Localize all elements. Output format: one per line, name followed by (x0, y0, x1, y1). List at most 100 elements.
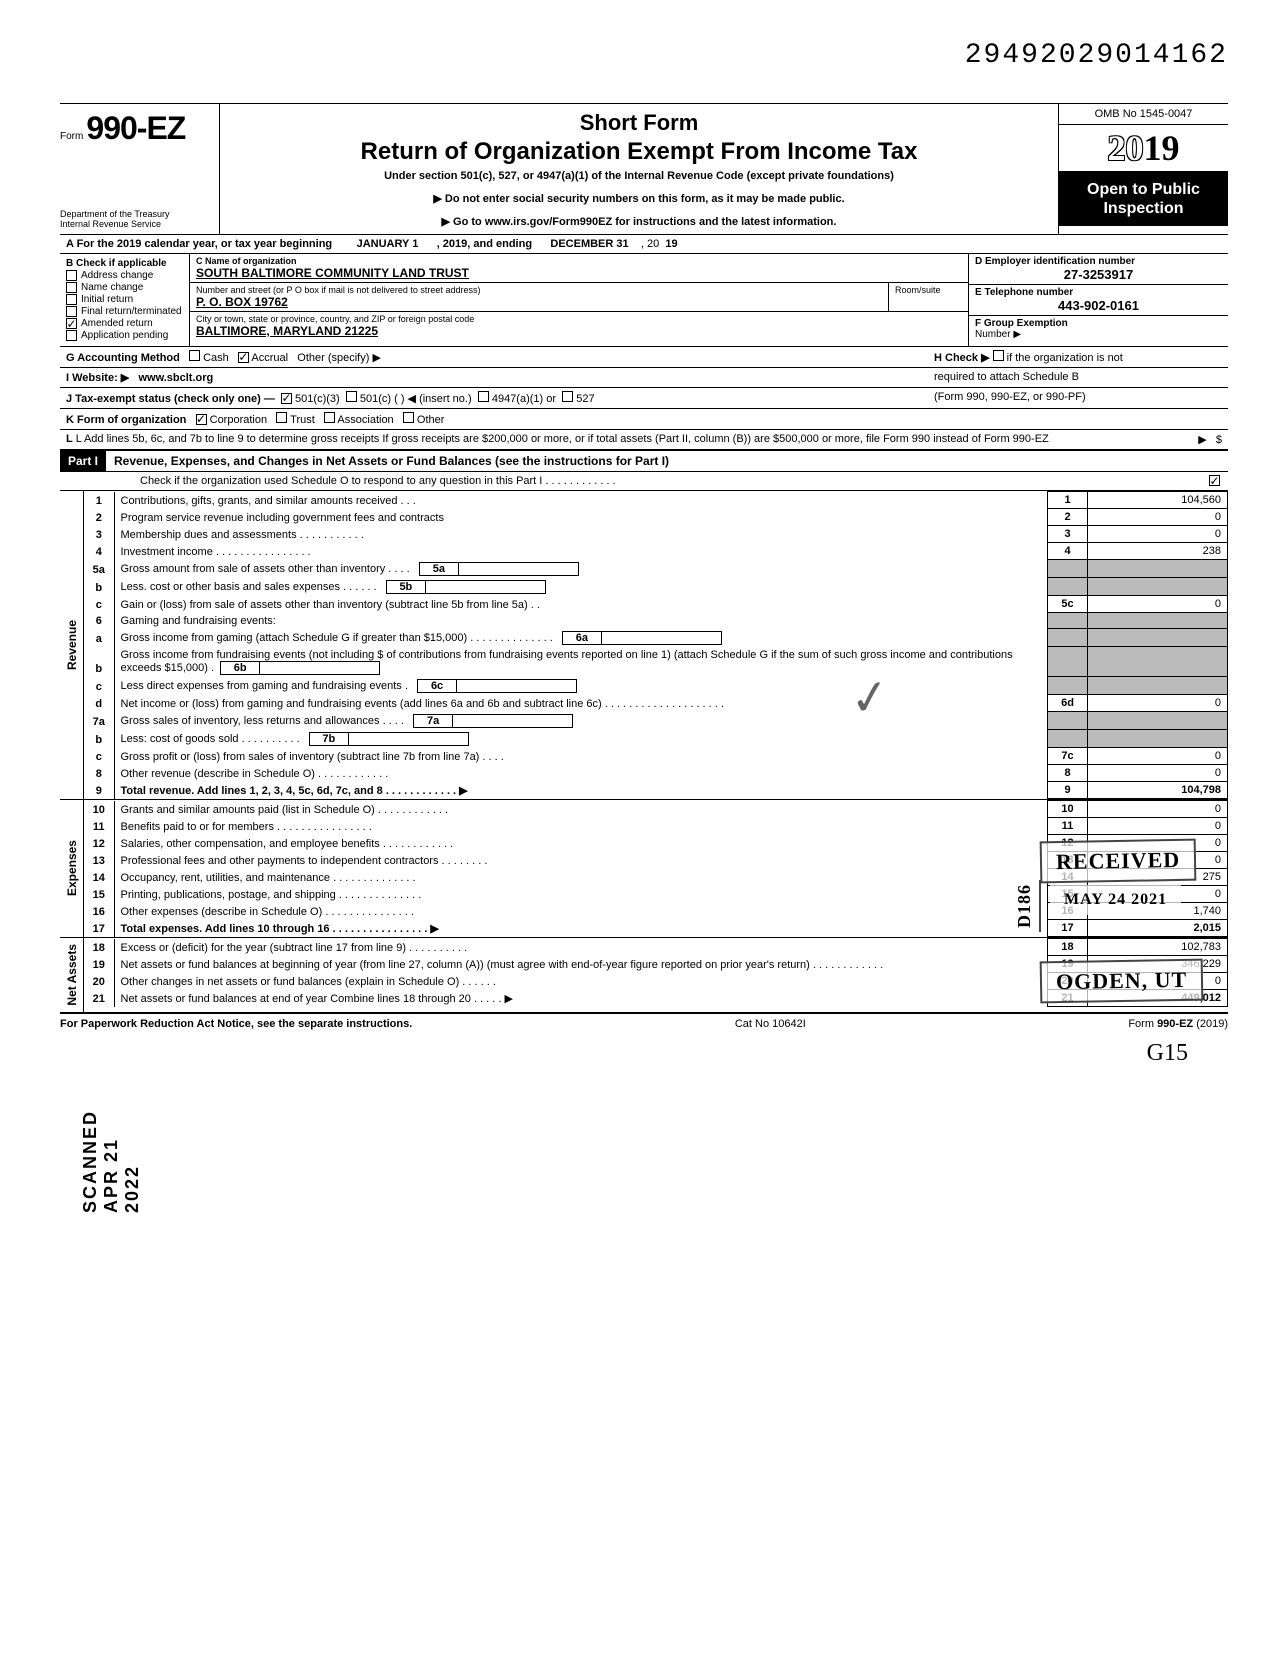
check-name[interactable] (66, 282, 77, 293)
open-to-public: Open to Public Inspection (1059, 172, 1228, 226)
line-gh: G Accounting Method Cash Accrual Other (… (60, 347, 1228, 368)
l6d-rn: 6d (1048, 695, 1088, 712)
l10-rn: 10 (1048, 801, 1088, 818)
check-527[interactable] (562, 391, 573, 402)
tax-year: 2019 (1059, 125, 1228, 172)
f-label2: Number ▶ (975, 329, 1021, 340)
insert-no: ) ◀ (insert no.) (401, 393, 472, 405)
l6-desc: Gaming and fundraising events: (114, 613, 1048, 629)
l10-rv: 0 (1088, 801, 1228, 818)
check-address[interactable] (66, 270, 77, 281)
l1-rv: 104,560 (1088, 492, 1228, 509)
check-cash[interactable] (189, 350, 200, 361)
l6a-mn: 6a (562, 631, 602, 645)
form-header: Form 990-EZ Department of the Treasury I… (60, 103, 1228, 235)
year-suffix: 19 (1144, 128, 1180, 168)
year-prefix: 20 (1108, 128, 1144, 168)
l19-num: 19 (84, 956, 114, 973)
net-assets-label: Net Assets (63, 938, 81, 1012)
l14-desc: Occupancy, rent, utilities, and maintena… (114, 869, 1048, 886)
check-accrual[interactable] (238, 352, 249, 363)
check-4947[interactable] (478, 391, 489, 402)
org-name: SOUTH BALTIMORE COMMUNITY LAND TRUST (196, 266, 962, 280)
omb-number: OMB No 1545-0047 (1059, 104, 1228, 125)
l17-num: 17 (84, 920, 114, 937)
h-check: H Check ▶ (934, 352, 990, 364)
l9-num: 9 (84, 782, 114, 799)
received-stamp: RECEIVED (1040, 839, 1197, 884)
l8-desc: Other revenue (describe in Schedule O) .… (114, 765, 1048, 782)
check-h[interactable] (993, 350, 1004, 361)
l6c-num: c (84, 677, 114, 695)
527-label: 527 (576, 393, 594, 405)
phone: 443-902-0161 (975, 298, 1222, 313)
l2-rn: 2 (1048, 509, 1088, 526)
check-pending[interactable] (66, 330, 77, 341)
footer-mid: Cat No 10642I (735, 1018, 806, 1030)
l-dollar: $ (1216, 434, 1222, 446)
website: www.sbclt.org (138, 372, 213, 384)
line-k: K Form of organization Corporation Trust… (60, 409, 1228, 430)
g-label: G Accounting Method (66, 352, 180, 364)
check-other-k[interactable] (403, 412, 414, 423)
l-text: L Add lines 5b, 6c, and 7b to line 9 to … (76, 433, 1049, 445)
other-k-label: Other (417, 414, 445, 426)
l6c-rv-shade (1088, 677, 1228, 695)
line-a-mid: , 2019, and ending (437, 238, 532, 250)
expenses-label: Expenses (63, 834, 81, 902)
form-prefix: Form (60, 131, 83, 142)
l18-rn: 18 (1048, 939, 1088, 956)
check-amended[interactable] (66, 318, 77, 329)
l3-rv: 0 (1088, 526, 1228, 543)
501c-label: 501(c) ( (360, 393, 398, 405)
check-schedule-o[interactable] (1209, 475, 1220, 486)
l2-num: 2 (84, 509, 114, 526)
check-assoc[interactable] (324, 412, 335, 423)
check-initial[interactable] (66, 294, 77, 305)
check-b-label: B Check if applicable (66, 258, 183, 269)
l14-num: 14 (84, 869, 114, 886)
ogden-stamp: OGDEN, UT (1040, 959, 1204, 1004)
l2-rv: 0 (1088, 509, 1228, 526)
short-form-title: Short Form (230, 110, 1048, 136)
l6b-rn-shade (1048, 647, 1088, 677)
l5b-mn: 5b (386, 580, 426, 594)
part1-label: Part I (60, 451, 106, 471)
c-label: C Name of organization (196, 256, 962, 266)
l6d-rv: 0 (1088, 695, 1228, 712)
l7a-rn-shade (1048, 712, 1088, 730)
l13-num: 13 (84, 852, 114, 869)
check-name-label: Name change (81, 282, 143, 293)
check-501c3[interactable] (281, 393, 292, 404)
line-l: L L Add lines 5b, 6c, and 7b to line 9 t… (60, 430, 1228, 450)
l5c-num: c (84, 596, 114, 613)
check-corp[interactable] (196, 414, 207, 425)
check-trust[interactable] (276, 412, 287, 423)
4947-label: 4947(a)(1) or (492, 393, 556, 405)
line-a-yr: 19 (665, 238, 677, 250)
city-label: City or town, state or province, country… (196, 314, 962, 324)
main-title: Return of Organization Exempt From Incom… (230, 138, 1048, 166)
ssn-warning: ▶ Do not enter social security numbers o… (230, 192, 1048, 205)
line-a: A For the 2019 calendar year, or tax yea… (60, 235, 1228, 254)
l11-rv: 0 (1088, 818, 1228, 835)
line-a-begin: JANUARY 1 (357, 238, 419, 250)
accrual-label: Accrual (251, 352, 288, 364)
l15-desc: Printing, publications, postage, and shi… (114, 886, 1048, 903)
line-a-text: A For the 2019 calendar year, or tax yea… (66, 238, 332, 250)
check-501c[interactable] (346, 391, 357, 402)
l-arrow: ▶ (1198, 434, 1206, 446)
l2-desc: Program service revenue including govern… (114, 509, 1048, 526)
l5c-rv: 0 (1088, 596, 1228, 613)
l7a-num: 7a (84, 712, 114, 730)
d-label: D Employer identification number (975, 256, 1222, 267)
l17-rn: 17 (1048, 920, 1088, 937)
check-final[interactable] (66, 306, 77, 317)
l20-num: 20 (84, 973, 114, 990)
l6c-rn-shade (1048, 677, 1088, 695)
footer-right: Form 990-EZ (2019) (1128, 1018, 1228, 1030)
l7c-rv: 0 (1088, 748, 1228, 765)
l5b-rn-shade (1048, 578, 1088, 596)
l6b-rv-shade (1088, 647, 1228, 677)
check-address-label: Address change (81, 270, 153, 281)
